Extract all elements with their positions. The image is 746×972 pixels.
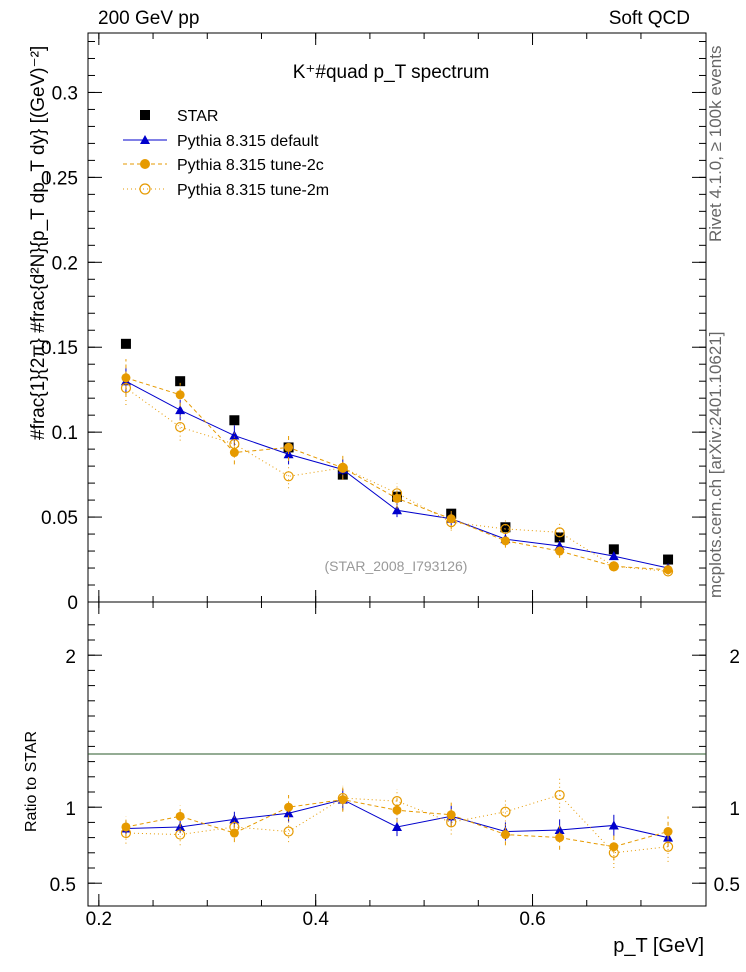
data-point	[175, 390, 185, 400]
data-point	[500, 536, 510, 546]
data-point	[609, 561, 619, 571]
data-point	[391, 488, 403, 499]
data-marks	[120, 338, 674, 868]
ratio-tick-label-left: 0.5	[50, 875, 76, 896]
ratio-point	[500, 806, 511, 817]
ratio-point	[446, 810, 456, 820]
ratio-point	[392, 805, 402, 815]
x-tick-label: 0.2	[86, 909, 112, 930]
legend-marker-tune2c	[140, 159, 150, 169]
data-point	[392, 505, 402, 515]
data-point	[500, 523, 511, 535]
data-point	[283, 471, 294, 482]
ratio-point	[555, 833, 565, 843]
ratio-point	[392, 821, 402, 831]
series-line-3	[125, 387, 669, 572]
x-tick-label: 0.6	[519, 909, 545, 930]
ratio-point	[229, 814, 240, 824]
data-point	[337, 462, 348, 473]
data-point	[608, 561, 619, 572]
rivet-version-label: Rivet 4.1.0, ≥ 100k events	[706, 45, 725, 242]
ratio-point	[391, 796, 403, 807]
y-tick-label: 0.3	[52, 83, 78, 104]
ratio-point	[608, 820, 619, 830]
legend-marker-star	[140, 110, 150, 120]
data-point	[662, 566, 674, 577]
data-point	[608, 544, 619, 555]
data-point	[229, 430, 240, 440]
data-point	[554, 527, 565, 538]
x-axis-label: p_T [GeV]	[613, 935, 704, 957]
series-line-2	[125, 377, 669, 571]
y-tick-label: 0.1	[52, 423, 78, 444]
ratio-point	[662, 841, 674, 852]
mcplots-source-label: mcplots.cern.ch [arXiv:2401.10621]	[706, 331, 725, 598]
ratio-point	[175, 811, 185, 821]
series-line-1	[125, 380, 669, 569]
data-point	[229, 448, 239, 458]
ratio-point	[608, 847, 619, 858]
ratio-point	[337, 792, 348, 804]
data-point	[121, 373, 131, 383]
ratio-point	[283, 826, 294, 837]
data-point	[175, 421, 186, 433]
chart-title: K⁺#quad p_T spectrum	[293, 62, 490, 83]
data-point	[120, 338, 131, 349]
ratio-point	[283, 808, 294, 818]
ratio-point	[120, 827, 132, 839]
ratio-point	[554, 825, 565, 834]
ratio-tick-label-right: 2	[729, 647, 740, 668]
x-tick-label: 0.4	[302, 909, 329, 930]
legend: STAR Pythia 8.315 default Pythia 8.315 t…	[123, 108, 329, 199]
data-point	[229, 438, 240, 450]
data-point	[555, 546, 565, 556]
ratio-point	[554, 789, 565, 801]
data-point	[608, 551, 619, 561]
ratio-tick-label-right: 0.5	[714, 875, 740, 896]
y-tick-label: 0.2	[52, 253, 78, 274]
legend-marker-tune2m	[139, 183, 151, 195]
ratio-point	[500, 830, 510, 840]
data-point	[338, 463, 348, 473]
y-tick-label: 0.25	[41, 168, 78, 189]
ratio-point	[663, 827, 673, 837]
axes-ticks: 0.2 0.4 0.6 0 0.05 0.1 0.15 0.2 0.25 0.3 0.5 0.5 1 1 2…	[41, 33, 740, 930]
data-point	[120, 382, 132, 394]
data-point	[229, 415, 240, 426]
legend-label-star: STAR	[177, 108, 218, 125]
ratio-point	[284, 802, 294, 812]
header-collision-label: 200 GeV pp	[98, 8, 200, 29]
legend-label-tune2c: Pythia 8.315 tune-2c	[177, 157, 324, 174]
header-process-label: Soft QCD	[608, 8, 690, 29]
ratio-point	[229, 821, 240, 833]
data-point	[284, 442, 294, 452]
y-tick-label: 0	[67, 593, 78, 614]
data-point	[446, 517, 457, 528]
data-point	[500, 522, 511, 533]
y-tick-label: 0.15	[41, 338, 78, 359]
y-tick-label: 0.05	[41, 508, 78, 529]
y-axis-label: #frac{1}{2π} #frac{d²N}{p_T dp_T dy} [(G…	[28, 46, 49, 440]
data-point	[663, 554, 674, 565]
legend-marker-default	[140, 135, 150, 144]
ratio-point	[446, 817, 457, 828]
data-point	[175, 405, 186, 415]
ratio-point	[175, 829, 186, 840]
analysis-tag: (STAR_2008_I793126)	[325, 558, 468, 574]
ratio-tick-label-left: 2	[65, 647, 76, 668]
ratio-tick-label-right: 1	[729, 799, 740, 820]
ratio-tick-label-left: 1	[65, 799, 76, 820]
legend-label-tune2m: Pythia 8.315 tune-2m	[177, 182, 329, 199]
data-point	[175, 376, 186, 387]
legend-label-default: Pythia 8.315 default	[177, 133, 319, 150]
ratio-y-axis-label: Ratio to STAR	[23, 731, 40, 832]
